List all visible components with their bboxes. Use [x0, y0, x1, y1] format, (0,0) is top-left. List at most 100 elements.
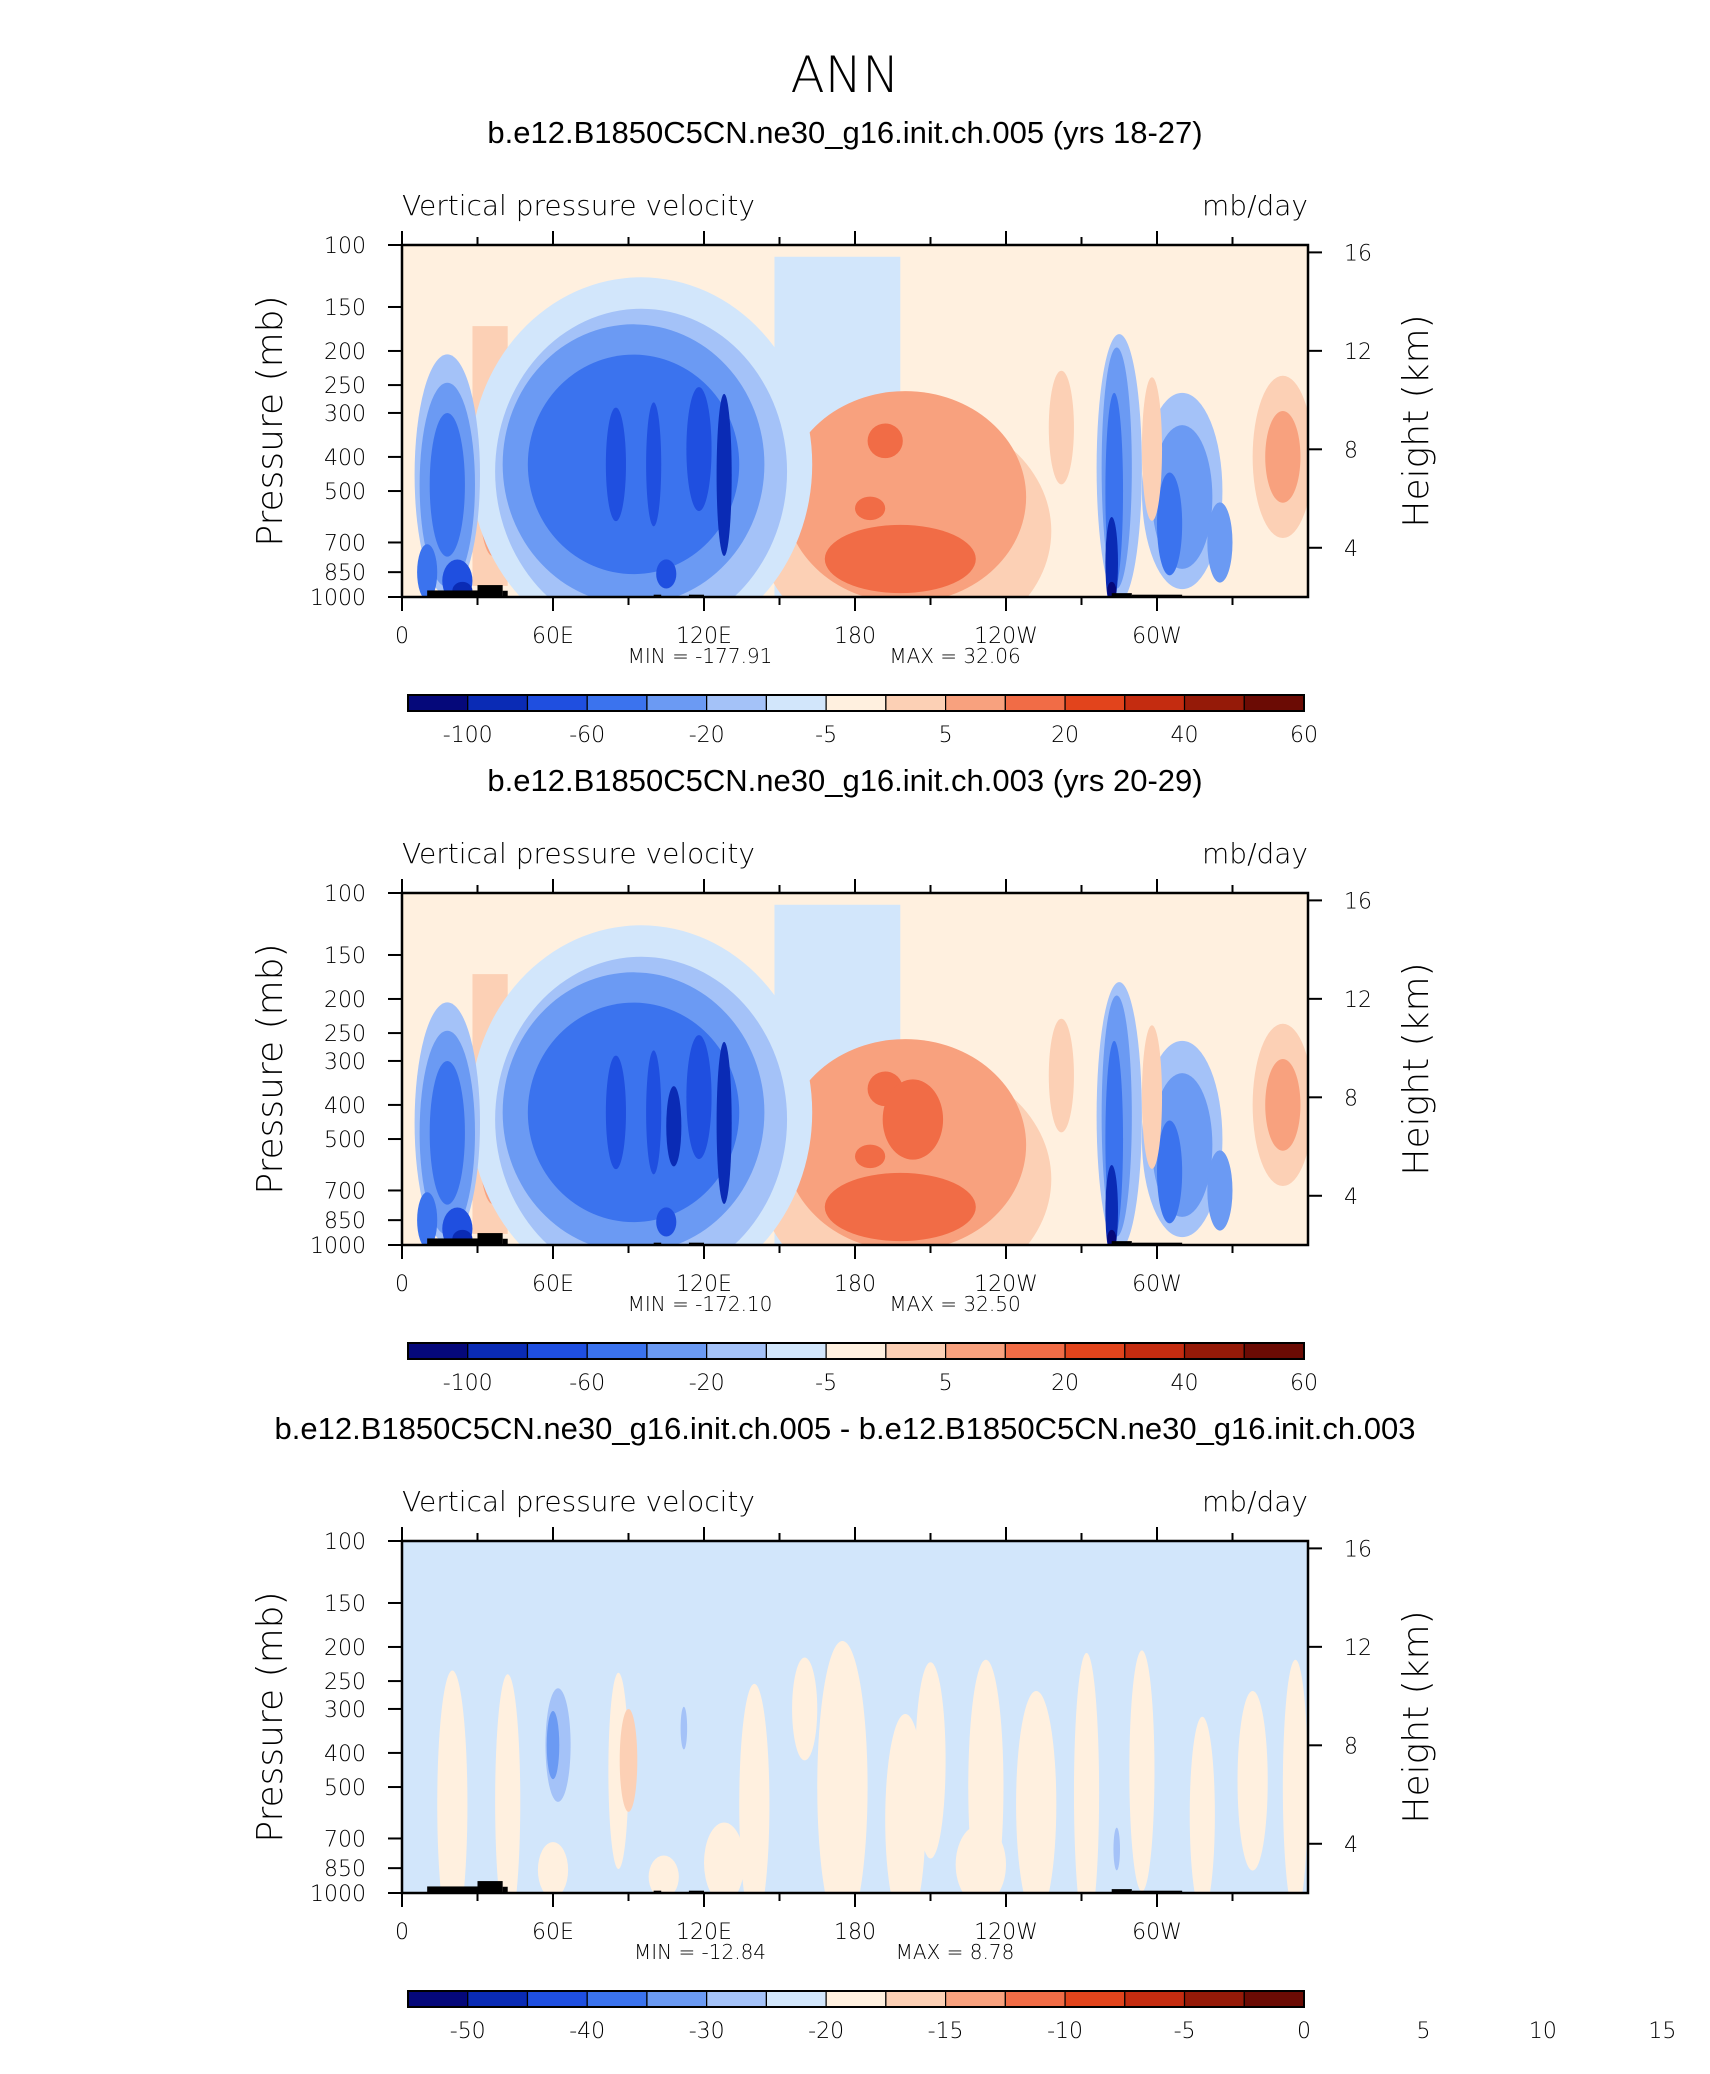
contour-band — [417, 1192, 438, 1245]
contour-band — [955, 1824, 1006, 1893]
contour-band — [739, 1683, 770, 1893]
x-tick-label: 0 — [395, 1272, 409, 1297]
contour-band — [1282, 1659, 1308, 1893]
contour-field — [402, 893, 1308, 1245]
y-right-tick-label: 16 — [1344, 241, 1372, 266]
contour-band — [546, 1710, 560, 1780]
left-subtitle: Vertical pressure velocity — [402, 189, 755, 222]
y-tick-label: 150 — [324, 944, 366, 969]
colorbar-box — [885, 1342, 947, 1360]
contour-band — [1157, 472, 1183, 576]
contour-band — [1157, 1120, 1183, 1224]
contour-band — [855, 496, 886, 521]
min-value: MIN = -12.84 — [634, 1940, 766, 1964]
colorbar-box — [765, 1342, 827, 1360]
max-value: MAX = 32.06 — [889, 644, 1020, 668]
contour-band — [1105, 1165, 1118, 1245]
colorbar-frame — [407, 1342, 1305, 1360]
terrain-mask — [502, 1238, 508, 1245]
x-tick-label: 60E — [532, 1272, 574, 1297]
x-tick-label: 60E — [532, 1920, 574, 1945]
colorbar-box — [706, 694, 768, 712]
contour-band — [646, 1050, 662, 1175]
colorbar-box — [467, 694, 529, 712]
min-value: MIN = -177.91 — [628, 644, 773, 668]
terrain-mask — [1111, 1889, 1132, 1893]
contour-band — [1207, 502, 1233, 583]
y-right-tick-label: 16 — [1344, 889, 1372, 914]
contour-band — [1113, 1827, 1121, 1871]
x-tick-label: 180 — [834, 1920, 876, 1945]
contour-band — [429, 1060, 465, 1205]
panel-title: b.e12.B1850C5CN.ne30_g16.init.ch.003 (yr… — [487, 763, 1202, 798]
colorbar-label: -5 — [815, 1371, 837, 1396]
contour-band — [1141, 1025, 1163, 1169]
contour-band — [417, 544, 438, 597]
x-tick-label: 60W — [1132, 624, 1182, 649]
y-tick-label: 1000 — [310, 586, 366, 611]
contour-band — [437, 1670, 468, 1893]
contour-band — [704, 1822, 745, 1893]
colorbar-box — [885, 1990, 947, 2008]
contour-band — [1105, 517, 1118, 597]
colorbar-box — [407, 1342, 469, 1360]
x-tick-label: 180 — [834, 624, 876, 649]
contour-band — [686, 387, 712, 512]
contour-band — [1016, 1690, 1057, 1893]
y-tick-label: 200 — [324, 340, 366, 365]
x-tick-label: 180 — [834, 1272, 876, 1297]
x-tick-label: 0 — [395, 624, 409, 649]
panel-title: b.e12.B1850C5CN.ne30_g16.init.ch.005 (yr… — [487, 115, 1202, 150]
x-tick-label: 60E — [532, 624, 574, 649]
colorbar-label: 5 — [939, 1371, 953, 1396]
left-subtitle: Vertical pressure velocity — [402, 837, 755, 870]
terrain-mask — [427, 1886, 478, 1893]
colorbar-box — [1004, 1342, 1066, 1360]
contour-band — [824, 1172, 976, 1242]
colorbar-label: 5 — [939, 723, 953, 748]
y-tick-label: 500 — [324, 1128, 366, 1153]
contour-band — [716, 393, 732, 557]
y-tick-label: 250 — [324, 1022, 366, 1047]
colorbar-label: -100 — [443, 723, 493, 748]
y-right-tick-label: 8 — [1344, 438, 1358, 463]
contour-band — [1237, 1690, 1268, 1871]
contour-band — [537, 1842, 569, 1893]
y-right-tick-label: 16 — [1344, 1537, 1372, 1562]
colorbar-box — [1183, 1342, 1245, 1360]
y-tick-label: 250 — [324, 1670, 366, 1695]
colorbar-box — [944, 694, 1006, 712]
y-right-tick-label: 12 — [1344, 340, 1372, 365]
colorbar-box — [1064, 694, 1126, 712]
colorbar-label: -20 — [808, 2019, 844, 2044]
contour-band — [1048, 370, 1074, 485]
colorbar-box — [646, 1990, 708, 2008]
contour-band — [1141, 377, 1163, 521]
y-tick-label: 1000 — [310, 1234, 366, 1259]
y-right-axis-label: Height (km) — [1396, 962, 1437, 1175]
colorbar-label: -40 — [569, 2019, 605, 2044]
terrain-mask — [477, 1233, 503, 1245]
colorbar-box — [1124, 694, 1186, 712]
colorbar-label: -60 — [569, 1371, 605, 1396]
colorbar-box — [586, 694, 648, 712]
colorbar-label: 60 — [1290, 723, 1318, 748]
x-tick-label: 120E — [676, 1272, 732, 1297]
terrain-mask — [477, 1881, 503, 1893]
colorbar-box — [526, 1342, 588, 1360]
terrain-mask — [1111, 593, 1132, 597]
y-right-axis-label: Height (km) — [1396, 1610, 1437, 1823]
colorbar-label: 40 — [1171, 1371, 1199, 1396]
y-right-axis-label: Height (km) — [1396, 314, 1437, 527]
colorbar-box — [765, 1990, 827, 2008]
x-tick-label: 120W — [974, 1920, 1038, 1945]
colorbar-label: 20 — [1051, 1371, 1079, 1396]
colorbar-frame — [407, 1990, 1305, 2008]
x-tick-label: 120W — [974, 1272, 1038, 1297]
colorbar-label: -100 — [443, 1371, 493, 1396]
contour-band — [619, 1708, 638, 1812]
y-tick-label: 300 — [324, 1698, 366, 1723]
contour-band — [648, 1855, 679, 1893]
terrain-mask — [477, 585, 503, 597]
